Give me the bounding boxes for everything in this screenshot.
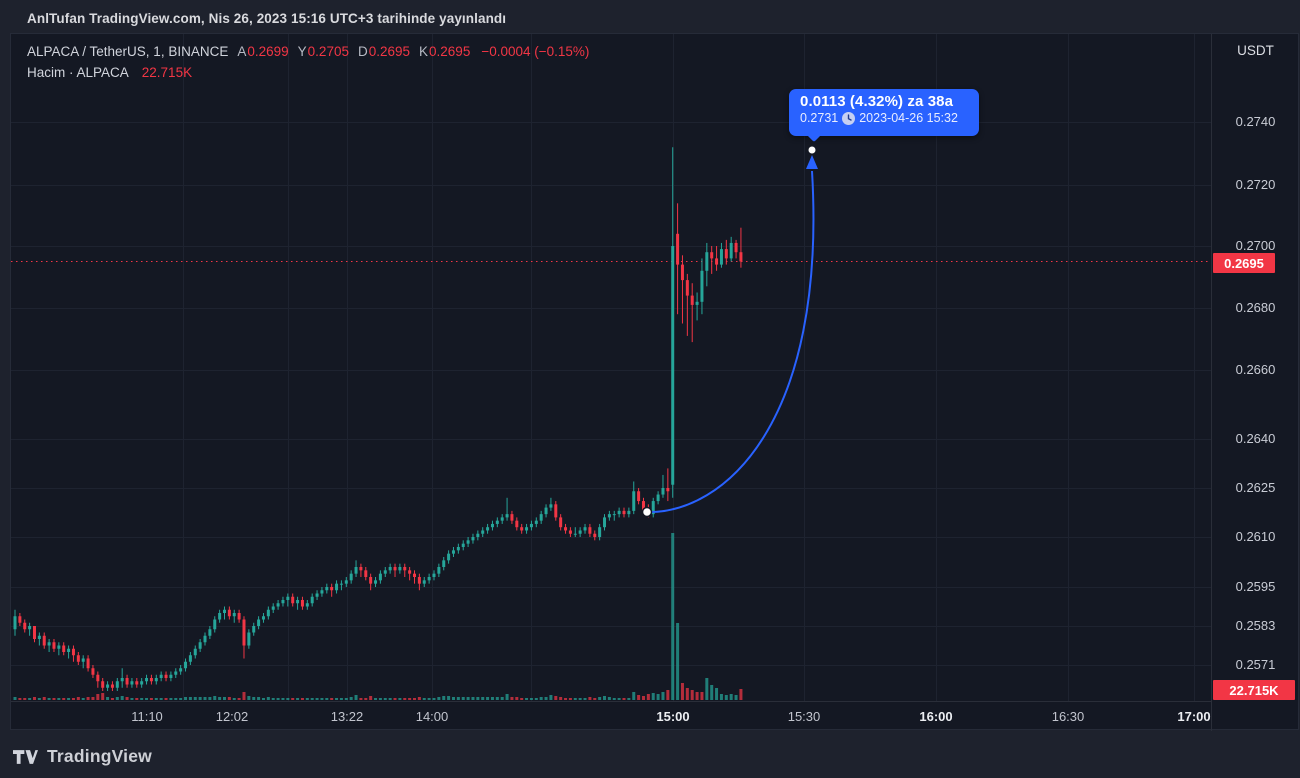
price-axis-label: 0.2720 (1235, 177, 1276, 192)
volume-badge: 22.715K (1213, 680, 1295, 700)
time-axis-label: 17:00 (1177, 709, 1211, 724)
time-axis-label: 16:30 (1051, 709, 1085, 724)
clock-icon (842, 111, 856, 125)
footer: TradingView (13, 746, 152, 767)
ohlc-low: D 0.2695 (357, 44, 411, 59)
price-axis-label: 0.2700 (1235, 238, 1276, 253)
legend-line-2: Hacim · ALPACA 22.715K (27, 62, 589, 83)
time-axis-label: 14:00 (415, 709, 449, 724)
price-axis[interactable]: USDT 0.2740 0.2720 0.2700 0.2680 0.2660 0.264… (1211, 34, 1300, 701)
callout-change-text: 0.0113 (4.32%) za 38a (800, 93, 954, 110)
ohlc-open: A 0.2699 (237, 44, 289, 59)
time-axis-label: 11:10 (131, 709, 163, 724)
change-callout: 0.0113 (4.32%) za 38a 0.2731 2023-04-26 … (789, 89, 979, 143)
price-axis-label: 0.2583 (1235, 618, 1276, 633)
time-axis-label: 12:02 (215, 709, 249, 724)
time-axis-label: 13:22 (330, 709, 364, 724)
price-axis-label: 0.2640 (1235, 431, 1276, 446)
time-axis-label: 16:00 (919, 709, 953, 724)
price-axis-unit: USDT (1237, 43, 1274, 58)
price-change: −0.0004 (−0.15%) (481, 44, 590, 59)
price-axis-label: 0.2680 (1235, 300, 1276, 315)
callout-datetime: 2023-04-26 15:32 (859, 111, 958, 125)
callout-price: 0.2731 (800, 111, 839, 125)
price-axis-label: 0.2610 (1235, 529, 1276, 544)
candlestick-chart[interactable] (11, 34, 1300, 731)
volume-label: Hacim · ALPACA (27, 65, 129, 80)
symbol-title: ALPACA / TetherUS, 1, BINANCE (27, 44, 229, 59)
tradingview-logo-icon[interactable] (13, 749, 38, 764)
callout-detail: 0.2731 2023-04-26 15:32 (800, 111, 967, 125)
price-axis-label: 0.2740 (1235, 114, 1276, 129)
tradingview-brand-text[interactable]: TradingView (47, 746, 152, 766)
attribution-text: AnlTufan TradingView.com, Nis 26, 2023 1… (27, 11, 507, 26)
price-axis-label: 0.2660 (1235, 362, 1276, 377)
last-price-badge: 0.2695 (1213, 253, 1275, 273)
ohlc-high: Y 0.2705 (297, 44, 349, 59)
time-axis[interactable]: 11:10 12:02 13:22 14:00 15:00 15:30 16:00 16:30… (11, 701, 1211, 731)
price-axis-label: 0.2571 (1235, 657, 1276, 672)
time-axis-label: 15:30 (787, 709, 821, 724)
ohlc-close: K 0.2695 (419, 44, 471, 59)
price-axis-label: 0.2625 (1235, 480, 1276, 495)
volume-value: 22.715K (141, 65, 193, 80)
time-axis-label: 15:00 (656, 709, 690, 724)
price-axis-label: 0.2595 (1235, 579, 1276, 594)
